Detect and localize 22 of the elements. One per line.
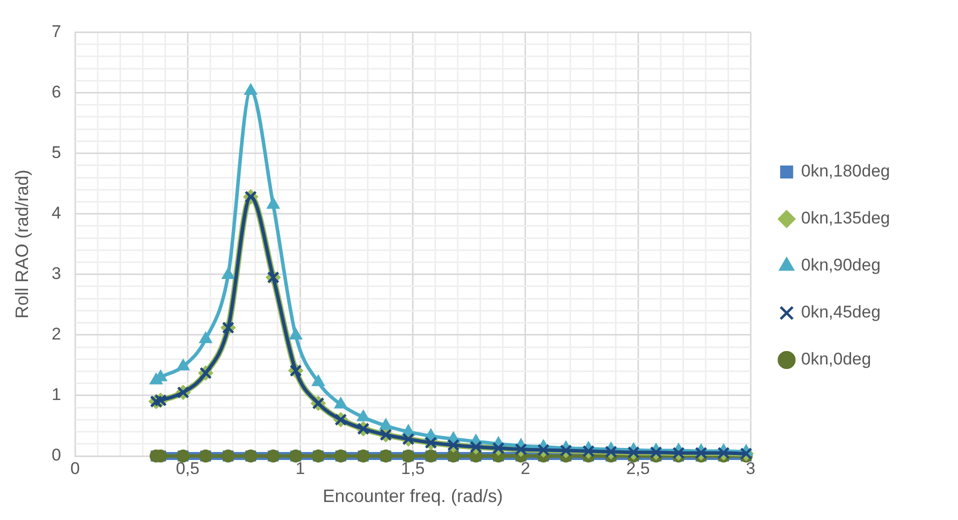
y-axis-title: Roll RAO (rad/rad) — [12, 170, 32, 319]
x-tick-label: 3 — [746, 458, 756, 478]
y-tick-label: 2 — [52, 324, 62, 344]
legend-label: 0kn,180deg — [801, 162, 890, 181]
y-tick-label: 4 — [52, 204, 62, 223]
y-tick-label: 6 — [52, 82, 62, 102]
x-tick-label: 1,5 — [401, 458, 425, 478]
legend-label: 0kn,135deg — [801, 208, 890, 228]
legend-label: 0kn,90deg — [801, 256, 881, 275]
x-tick-label: 2 — [520, 458, 530, 478]
x-tick-label: 0,5 — [176, 458, 200, 478]
y-tick-label: 3 — [52, 264, 62, 284]
y-tick-label: 1 — [52, 385, 62, 404]
x-tick-label: 2,5 — [626, 458, 650, 478]
x-tick-label: 1 — [296, 458, 305, 478]
x-tick-label: 0 — [70, 458, 80, 478]
x-axis-title: Encounter freq. (rad/s) — [322, 486, 503, 506]
legend-label: 0kn,0deg — [801, 350, 872, 369]
y-tick-label: 7 — [52, 22, 62, 41]
y-tick-label: 0 — [52, 446, 62, 465]
legend-label: 0kn,45deg — [801, 302, 881, 322]
y-tick-label: 5 — [52, 142, 62, 162]
